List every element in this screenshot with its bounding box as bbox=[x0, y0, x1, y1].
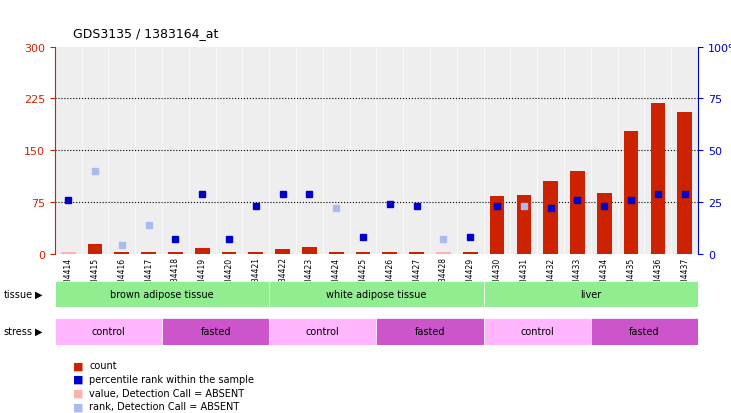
Text: control: control bbox=[306, 326, 340, 337]
Bar bbox=[597, 193, 612, 254]
Bar bbox=[55, 318, 162, 345]
Text: ■: ■ bbox=[73, 401, 83, 411]
Bar bbox=[221, 253, 236, 254]
Bar bbox=[269, 281, 484, 308]
Bar bbox=[490, 197, 504, 254]
Text: brown adipose tissue: brown adipose tissue bbox=[110, 289, 214, 299]
Bar bbox=[570, 171, 585, 254]
Text: rank, Detection Call = ABSENT: rank, Detection Call = ABSENT bbox=[89, 401, 240, 411]
Bar bbox=[249, 253, 263, 254]
Text: fasted: fasted bbox=[200, 326, 231, 337]
Bar bbox=[329, 253, 344, 254]
Bar bbox=[141, 253, 156, 254]
Text: ▶: ▶ bbox=[35, 289, 42, 299]
Bar bbox=[162, 318, 269, 345]
Bar bbox=[591, 318, 698, 345]
Bar bbox=[269, 318, 376, 345]
Bar bbox=[115, 252, 129, 254]
Bar bbox=[463, 252, 477, 254]
Bar bbox=[302, 247, 317, 254]
Bar bbox=[376, 318, 484, 345]
Text: ■: ■ bbox=[73, 374, 83, 384]
Bar bbox=[195, 249, 210, 254]
Bar bbox=[436, 252, 451, 254]
Text: ■: ■ bbox=[73, 388, 83, 398]
Text: value, Detection Call = ABSENT: value, Detection Call = ABSENT bbox=[89, 388, 244, 398]
Text: fasted: fasted bbox=[629, 326, 660, 337]
Text: count: count bbox=[89, 361, 117, 370]
Bar bbox=[382, 253, 397, 254]
Bar bbox=[651, 104, 665, 254]
Bar bbox=[484, 281, 698, 308]
Text: ■: ■ bbox=[73, 361, 83, 370]
Bar bbox=[88, 244, 102, 254]
Bar bbox=[484, 318, 591, 345]
Bar bbox=[409, 253, 424, 254]
Bar bbox=[168, 252, 183, 254]
Text: percentile rank within the sample: percentile rank within the sample bbox=[89, 374, 254, 384]
Bar bbox=[517, 195, 531, 254]
Text: tissue: tissue bbox=[4, 289, 33, 299]
Text: fasted: fasted bbox=[414, 326, 445, 337]
Text: stress: stress bbox=[4, 326, 33, 337]
Bar bbox=[678, 113, 692, 254]
Text: control: control bbox=[91, 326, 125, 337]
Text: ▶: ▶ bbox=[35, 326, 42, 337]
Bar bbox=[55, 281, 269, 308]
Bar bbox=[624, 131, 638, 254]
Text: white adipose tissue: white adipose tissue bbox=[326, 289, 427, 299]
Text: control: control bbox=[520, 326, 554, 337]
Text: GDS3135 / 1383164_at: GDS3135 / 1383164_at bbox=[73, 27, 219, 40]
Bar bbox=[543, 182, 558, 254]
Text: liver: liver bbox=[580, 289, 602, 299]
Bar bbox=[61, 253, 75, 254]
Bar bbox=[276, 250, 290, 254]
Bar bbox=[356, 253, 371, 254]
